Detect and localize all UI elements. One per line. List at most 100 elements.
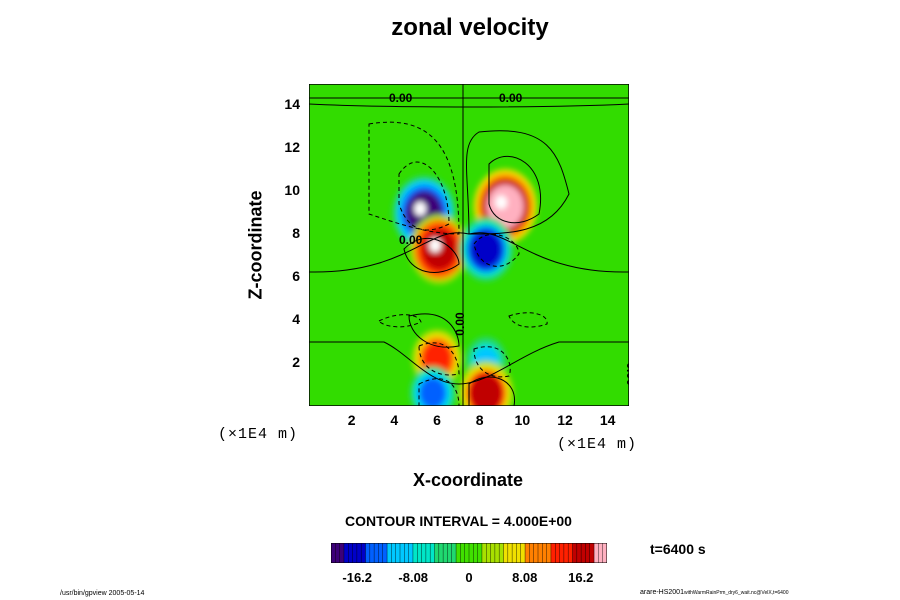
- y-tick-label: 12: [284, 139, 300, 156]
- footer-command: /usr/bin/gpview 2005-05-14: [60, 590, 145, 597]
- colorbar-segment: [412, 543, 418, 563]
- colorbar-tick-label: 16.2: [568, 570, 594, 585]
- colorbar-segment: [421, 543, 427, 563]
- contour-label: 0.00: [499, 91, 523, 105]
- contour-line: [473, 233, 520, 267]
- contour-line: [508, 312, 548, 328]
- x-tick-label: 10: [514, 412, 531, 428]
- colorbar-segment: [331, 543, 336, 563]
- contour-label: 0.00: [453, 312, 467, 336]
- colorbar-segment: [387, 543, 392, 563]
- colorbar-segment: [404, 543, 410, 563]
- colorbar-segment: [361, 543, 366, 563]
- colorbar-segment: [339, 543, 345, 563]
- colorbar-segment: [568, 543, 573, 563]
- y-tick-label: 2: [292, 354, 300, 371]
- colorbar-segment: [538, 543, 543, 563]
- colorbar-segment: [512, 543, 517, 563]
- field-feature: [458, 217, 514, 282]
- colorbar-segment: [477, 543, 483, 563]
- colorbar-tick-label: 8.08: [512, 570, 538, 585]
- contour-line: [473, 346, 511, 378]
- colorbar-segment: [365, 543, 371, 563]
- colorbar-segment: [481, 543, 487, 563]
- chart-title: zonal velocity: [391, 14, 549, 41]
- colorbar: [331, 543, 607, 563]
- colorbar-segment: [585, 543, 591, 563]
- footer-source-main: arare-HS2001: [640, 589, 684, 596]
- colorbar-segment: [456, 543, 461, 563]
- contour-line: [408, 313, 460, 348]
- contour-line: [378, 314, 422, 328]
- y-tick-label: 4: [292, 311, 300, 328]
- colorbar-segment: [469, 543, 474, 563]
- colorbar-segment: [374, 543, 379, 563]
- colorbar-segment: [348, 543, 354, 563]
- x-tick-label: 4: [390, 412, 399, 428]
- colorbar-segment: [594, 543, 599, 563]
- colorbar-segment: [533, 543, 539, 563]
- contour-line: [468, 376, 515, 406]
- colorbar-segment: [451, 543, 457, 563]
- colorbar-segment: [525, 543, 530, 563]
- contour-line: [403, 237, 460, 273]
- colorbar-segment: [529, 543, 535, 563]
- contour-label: 0.00: [399, 233, 423, 247]
- y-axis-label: Z-coordinate: [245, 190, 266, 300]
- footer-source: arare-HS2001withWarmRainPrm_dry6_wait.nc…: [640, 589, 789, 596]
- contour-line: [368, 121, 460, 235]
- colorbar-segment: [447, 543, 453, 563]
- colorbar-segment: [494, 543, 500, 563]
- colorbar-segment: [395, 543, 401, 563]
- x-axis-label: X-coordinate: [412, 470, 524, 490]
- colorbar-segment: [400, 543, 405, 563]
- x-tick-label: 6: [433, 412, 441, 428]
- colorbar-segment: [356, 543, 362, 563]
- colorbar-segment: [352, 543, 358, 563]
- colorbar-segment: [572, 543, 578, 563]
- plot-area: 0.00 0.00 0.00 0.00 0.00: [309, 84, 629, 406]
- colorbar-segment: [391, 543, 397, 563]
- x-tick-label: 8: [475, 412, 484, 428]
- x-tick-label: 2: [347, 412, 356, 428]
- x-tick-label: 12: [557, 412, 573, 428]
- colorbar-segment: [602, 543, 607, 563]
- colorbar-segment: [563, 543, 569, 563]
- colorbar-segment: [417, 543, 423, 563]
- footer-source-file: withWarmRainPrm_dry6_wait.nc@VelX,t=6400: [683, 590, 789, 596]
- y-tick-label: 10: [284, 182, 300, 199]
- colorbar-segment: [443, 543, 448, 563]
- contour-line: [466, 130, 570, 235]
- colorbar-segment: [408, 543, 414, 563]
- time-label: t=6400 s: [650, 541, 706, 557]
- colorbar-segment: [430, 543, 435, 563]
- colorbar-segment: [550, 543, 556, 563]
- y-tick-label: 6: [292, 268, 300, 285]
- field-feature: [458, 361, 514, 406]
- colorbar-segment: [499, 543, 504, 563]
- colorbar-segment: [507, 543, 513, 563]
- colorbar-segment: [559, 543, 565, 563]
- colorbar-tick-label: -8.08: [398, 570, 429, 585]
- colorbar-tick-label: -16.2: [342, 570, 373, 585]
- contour-line: [309, 103, 629, 108]
- colorbar-segment: [335, 543, 341, 563]
- colorbar-segment: [434, 543, 440, 563]
- colorbar-segment: [460, 543, 466, 563]
- x-tick-label: 14: [599, 412, 616, 428]
- contour-line: [398, 161, 450, 231]
- colorbar-segment: [589, 543, 595, 563]
- y-tick-label: 14: [284, 96, 300, 113]
- colorbar-segment: [438, 543, 444, 563]
- colorbar-segment: [490, 543, 496, 563]
- colorbar-segment: [473, 543, 479, 563]
- colorbar-segment: [598, 543, 604, 563]
- colorbar-segment: [369, 543, 375, 563]
- colorbar-segment: [378, 543, 384, 563]
- colorbar-segment: [464, 543, 470, 563]
- colorbar-segment: [555, 543, 561, 563]
- colorbar-segment: [382, 543, 388, 563]
- contour-line: [309, 341, 629, 385]
- colorbar-segment: [520, 543, 526, 563]
- colorbar-segment: [425, 543, 431, 563]
